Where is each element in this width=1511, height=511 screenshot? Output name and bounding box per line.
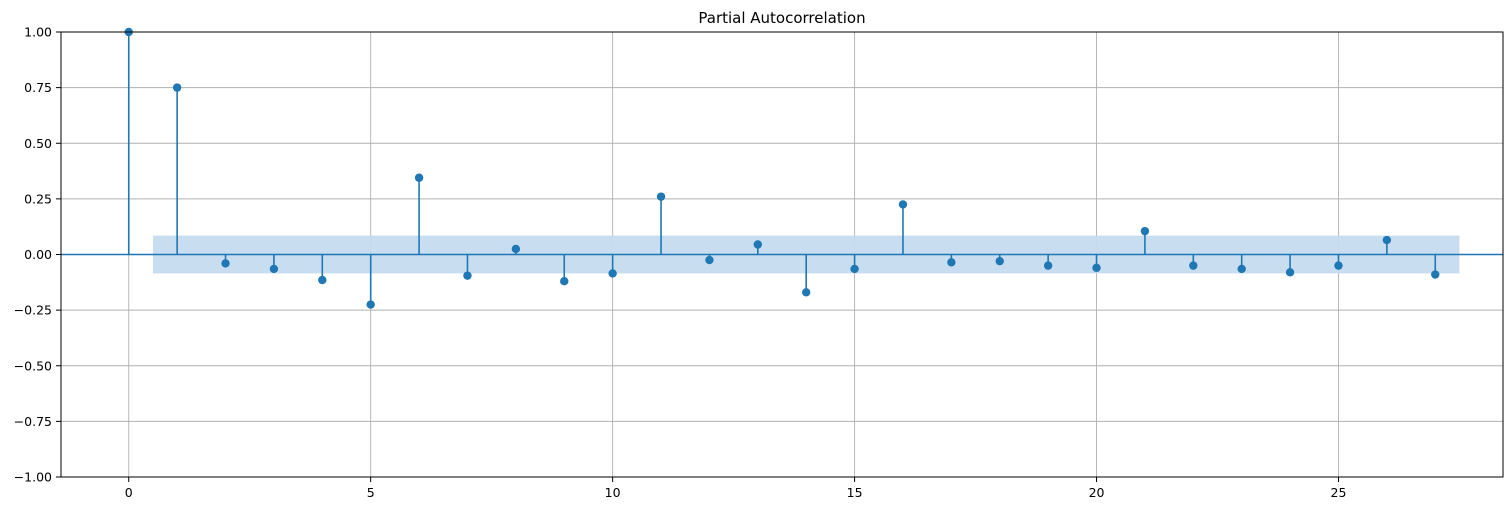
y-tick-label-0: −1.00 [14,470,52,485]
stem-marker-10 [608,269,617,278]
stem-marker-9 [560,277,569,286]
stem-marker-14 [801,288,811,297]
stem-marker-25 [1334,261,1343,270]
stem-marker-19 [1043,261,1053,270]
stem-marker-26 [1382,235,1392,245]
stem-marker-22 [1189,261,1198,270]
y-tick-label-5: 0.25 [24,191,52,206]
stem-marker-8 [511,244,521,254]
stem-marker-24 [1285,268,1295,277]
stem-marker-5 [366,300,375,309]
y-tick-label-4: 0.00 [24,247,52,262]
stem-marker-23 [1237,264,1246,274]
stem-marker-2 [221,259,230,268]
stem-marker-7 [463,271,472,280]
y-tick-label-7: 0.75 [24,80,52,95]
x-tick-label-0: 0 [125,485,133,500]
stem-marker-16 [898,200,908,209]
stem-marker-15 [850,264,859,274]
y-tick-label-8: 1.00 [24,25,52,40]
stem-marker-13 [753,240,763,249]
y-ticks: −1.00 −0.75 −0.50 −0.25 0.00 0.25 0.50 0.75 1.00 [14,25,61,485]
stems [124,27,1440,309]
stem-marker-27 [1431,270,1440,279]
y-tick-label-1: −0.75 [14,414,52,429]
x-ticks: 0 5 10 15 20 25 [125,477,1347,500]
stem-marker-6 [414,173,424,182]
x-tick-label-2: 10 [605,485,621,500]
y-tick-label-2: −0.50 [14,358,52,373]
y-tick-label-6: 0.50 [24,136,52,151]
stem-marker-4 [318,275,327,285]
x-tick-label-3: 15 [847,485,863,500]
stem-marker-1 [172,83,182,92]
x-tick-label-5: 25 [1331,485,1347,500]
stem-marker-17 [947,258,956,267]
stem-marker-11 [656,192,666,201]
stem-marker-3 [269,264,279,274]
x-tick-label-4: 20 [1089,485,1105,500]
stem-marker-18 [995,256,1004,266]
stem-marker-12 [705,255,714,265]
chart-title: Partial Autocorrelation [698,9,865,27]
y-tick-label-3: −0.25 [14,303,52,318]
stem-marker-20 [1092,263,1101,273]
x-tick-label-1: 5 [367,485,375,500]
stem-marker-21 [1140,226,1150,236]
